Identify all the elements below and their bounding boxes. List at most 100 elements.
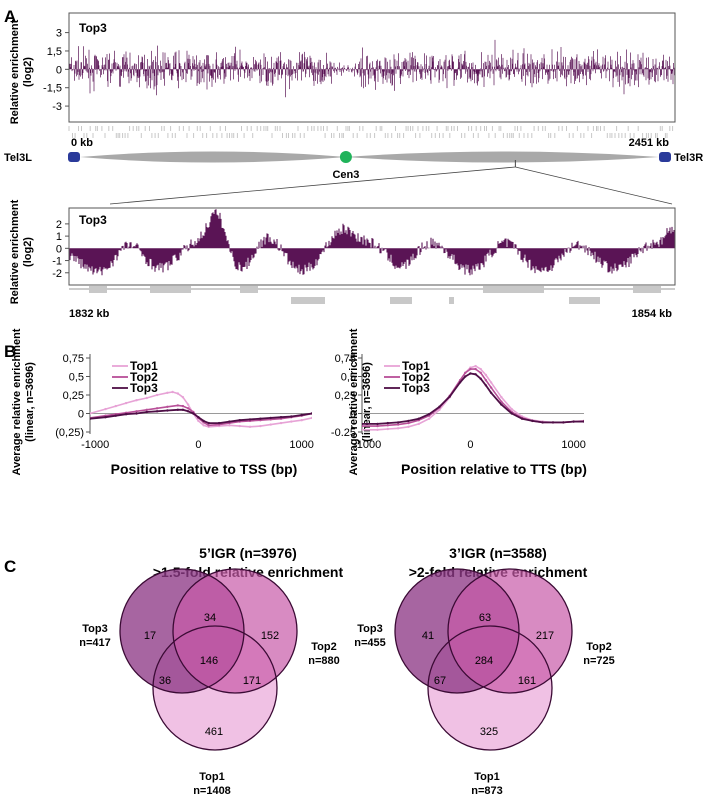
- tts-chart-point-top1: [376, 428, 379, 431]
- venn-3igr-top2-name: Top2: [586, 641, 611, 653]
- venn-3igr-top3-name: Top3: [357, 623, 382, 635]
- venn-5igr-all: 146: [200, 655, 218, 667]
- tss-chart-point-top1: [248, 425, 252, 428]
- zoom-track-gene-feature: [633, 286, 661, 293]
- tts-chart-point-top3: [448, 395, 451, 398]
- venn-5igr-top3-top2: 34: [204, 612, 216, 624]
- tts-chart-point-top3: [396, 421, 400, 424]
- genome-track-ytick-label: -3: [52, 101, 62, 113]
- venn-3igr-top2-only: 217: [536, 630, 554, 642]
- zoom-track-gene-feature: [483, 286, 544, 293]
- venn-3igr: 3’IGR (n=3588) >2-fold relative enrichme…: [354, 545, 615, 797]
- tss-chart-point-top3: [197, 416, 200, 419]
- tts-chart-point-top2: [386, 424, 389, 427]
- tss-chart-point-top3: [290, 415, 293, 418]
- venn-3igr-top3-only: 41: [422, 630, 434, 642]
- tss-chart-point-top3: [114, 414, 118, 417]
- tss-profile-chart: Average relative enrichment (linear, n=3…: [11, 328, 314, 477]
- tss-chart-point-top1: [290, 420, 293, 423]
- tts-chart-legend-label-top2: Top2: [402, 370, 430, 384]
- tss-chart-point-top1: [155, 393, 159, 397]
- tss-chart-point-top3: [186, 410, 190, 413]
- tts-chart-point-top1: [407, 425, 410, 428]
- tts-chart-ytick-label: 0,25: [335, 390, 356, 402]
- tss-chart-point-top2: [145, 408, 148, 411]
- tss-chart-legend-label-top1: Top1: [130, 359, 158, 373]
- tts-chart-point-top2: [474, 367, 477, 371]
- zoom-track-ytick-label: -2: [52, 268, 62, 280]
- genome-track-ytick-label: 1,5: [47, 46, 62, 58]
- tss-chart-point-top2: [176, 404, 179, 407]
- tts-chart-legend-label-top3: Top3: [402, 381, 430, 395]
- tss-chart-ytick-label: 0,5: [69, 372, 84, 384]
- tts-chart-point-top2: [489, 386, 493, 389]
- tts-chart-point-top3: [484, 384, 488, 387]
- tts-chart-point-top3: [438, 405, 441, 408]
- tss-chart-point-top1: [259, 424, 262, 428]
- genome-track-signal: [69, 39, 675, 98]
- zoom-track-x-start-label: 1832 kb: [69, 308, 110, 320]
- tts-chart-xlabel: Position relative to TTS (bp): [401, 461, 587, 477]
- venn-3igr-circle-top1-outline: [427, 625, 553, 751]
- tss-chart-ticks: 0,75 0,5 0,25 0 (0,25)-1000 0 1000: [55, 353, 314, 451]
- centromere-marker: [339, 151, 352, 163]
- tss-chart-point-top3: [124, 413, 128, 416]
- tss-chart-point-top1: [202, 424, 205, 427]
- venn-3igr-top3-top1: 67: [434, 675, 446, 687]
- tts-chart-ytick-label: 0: [350, 409, 356, 421]
- tts-chart-point-top1: [362, 428, 364, 431]
- tts-chart-point-top1: [417, 422, 420, 426]
- tss-chart-ytick-label: (0,25): [55, 427, 84, 439]
- tts-chart-point-top3: [489, 391, 493, 394]
- venn-3igr-circle-top2-outline: [447, 568, 573, 694]
- tss-chart-xtick-label: 1000: [289, 439, 313, 451]
- zoom-connector-left: [109, 166, 516, 205]
- venn-3igr-top1-name: Top1: [474, 771, 499, 783]
- venn-5igr-circle-top1-outline: [152, 625, 278, 751]
- tts-chart-point-top1: [510, 407, 513, 411]
- tts-chart-point-top3: [551, 421, 555, 424]
- zoom-track-ytick-label: 0: [56, 243, 62, 255]
- tss-chart-point-top3: [310, 412, 312, 415]
- venn-5igr: 5’IGR (n=3976) >1.5-fold relative enrich…: [79, 545, 343, 797]
- tss-chart-point-top1: [124, 401, 128, 405]
- tss-chart-point-top3: [269, 416, 272, 420]
- tss-chart-xtick-label: -1000: [81, 439, 109, 451]
- tts-chart-point-top1: [438, 408, 441, 411]
- tss-chart-point-top3: [192, 412, 195, 415]
- tts-chart-point-top3: [469, 372, 472, 375]
- tts-chart-point-top3: [510, 412, 513, 415]
- tts-chart-ylabel-sub: (linear, n=3696): [361, 362, 373, 442]
- tss-chart-series-top1: [90, 391, 312, 428]
- genome-track-ylabel-sub: (log2): [22, 57, 34, 87]
- tss-chart-point-top3: [217, 421, 221, 425]
- tss-chart-point-top1: [171, 390, 174, 394]
- zoom-track: Relative enrichment (log2) 210-1-2 Top3 …: [9, 199, 676, 320]
- tss-chart-legend-label-top2: Top2: [130, 370, 158, 384]
- tss-chart-point-top1: [228, 424, 231, 427]
- tts-chart-point-top2: [376, 424, 379, 428]
- genome-track-ylabel: Relative enrichment: [9, 19, 21, 124]
- tts-profile-chart: Average relative enrichment (linear, n=3…: [331, 328, 587, 477]
- tss-chart-point-top1: [197, 419, 200, 423]
- zoom-track-gene-feature: [150, 286, 191, 293]
- panel-letter-b: B: [4, 342, 16, 361]
- tts-chart-series: [362, 364, 584, 431]
- tss-chart-ytick-label: 0: [78, 409, 84, 421]
- zoom-track-gene-feature: [390, 297, 412, 304]
- tts-chart-point-top2: [500, 400, 503, 403]
- telomere-right-label: Tel3R: [674, 152, 703, 164]
- tts-chart-point-top2: [469, 367, 472, 371]
- venn-5igr-top3-name: Top3: [82, 623, 107, 635]
- tss-chart-point-top3: [248, 418, 252, 421]
- tts-chart-point-top1: [474, 364, 477, 368]
- tss-chart-point-top1: [114, 404, 118, 408]
- tss-chart-legend-label-top3: Top3: [130, 381, 158, 395]
- tts-chart-xtick-label: 1000: [561, 439, 585, 451]
- tss-chart-point-top1: [181, 396, 185, 399]
- tts-chart-point-top3: [427, 413, 431, 416]
- tss-chart-point-top3: [259, 417, 262, 420]
